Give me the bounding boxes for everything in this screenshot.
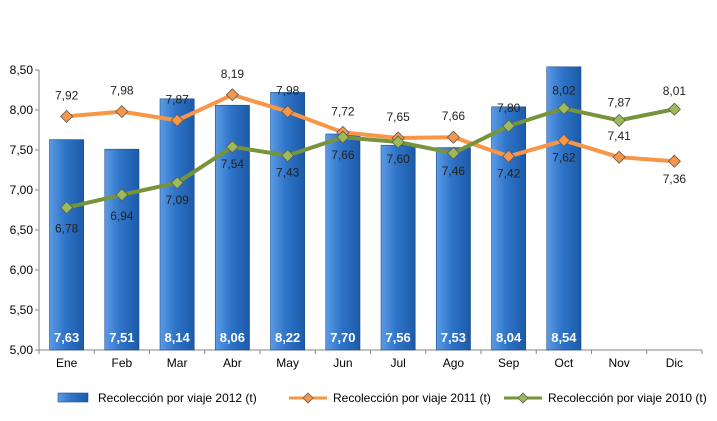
- line-layer: [60, 88, 681, 215]
- data-label: 7,46: [442, 164, 466, 178]
- data-label: 6,78: [55, 222, 79, 236]
- series-marker: [170, 176, 184, 190]
- data-label: 6,94: [110, 209, 134, 223]
- data-label: 7,80: [497, 101, 521, 115]
- bar: [380, 144, 416, 351]
- data-label: 7,92: [55, 88, 79, 102]
- bar-value-label: 8,54: [551, 330, 577, 345]
- series-marker: [281, 105, 295, 119]
- legend-label: Recolección por viaje 2010 (t): [548, 391, 707, 405]
- x-tick-label: Dic: [666, 356, 683, 370]
- series-marker: [557, 133, 571, 147]
- y-tick-label: 6,50: [10, 223, 34, 237]
- legend-swatch-marker: [517, 392, 529, 404]
- x-tick-label: Oct: [555, 356, 574, 370]
- legend-swatch-bar: [57, 392, 89, 403]
- bar-value-label: 7,70: [330, 330, 355, 345]
- x-tick-label: Mar: [167, 356, 188, 370]
- series-marker: [557, 101, 571, 115]
- x-tick-label: Nov: [608, 356, 629, 370]
- series-marker: [667, 102, 681, 116]
- bar-value-label: 8,06: [220, 330, 245, 345]
- bar: [49, 139, 85, 351]
- data-label: 8,01: [663, 84, 687, 98]
- data-label: 7,43: [276, 166, 300, 180]
- bar: [270, 92, 306, 351]
- data-label: 7,98: [110, 84, 134, 98]
- x-tick-label: Ene: [56, 356, 78, 370]
- bar-value-label: 7,53: [441, 330, 466, 345]
- data-label: 7,62: [552, 150, 576, 164]
- x-tick-label: Abr: [223, 356, 242, 370]
- bar-value-label: 7,63: [54, 330, 79, 345]
- y-tick-label: 5,50: [10, 303, 34, 317]
- data-label: 7,42: [497, 166, 521, 180]
- bar: [491, 106, 527, 351]
- x-tick-label: May: [276, 356, 299, 370]
- series-marker: [225, 88, 239, 102]
- data-label: 7,09: [165, 193, 189, 207]
- y-tick-label: 7,50: [10, 143, 34, 157]
- bar-value-label: 7,56: [385, 330, 410, 345]
- series-marker: [667, 154, 681, 168]
- series-marker: [225, 140, 239, 154]
- data-label: 7,72: [331, 104, 355, 118]
- y-tick-label: 5,00: [10, 343, 34, 357]
- x-tick-label: Jun: [333, 356, 352, 370]
- x-tick-label: Ago: [443, 356, 465, 370]
- bar: [104, 148, 140, 351]
- x-tick-label: Feb: [112, 356, 133, 370]
- series-marker: [446, 146, 460, 160]
- series-marker: [446, 130, 460, 144]
- bar-value-label: 8,04: [496, 330, 522, 345]
- label-layer: 7,92 7,98 7,87 8,19 7,98 7,72 7,65 7,66 7,42 7,62…: [55, 67, 686, 236]
- data-label: 7,36: [663, 172, 687, 186]
- data-label: 7,66: [331, 148, 355, 162]
- series-marker: [60, 201, 74, 215]
- bar-layer: 7,63 7,51 8,14 8,06 8,22 7,70 7,56 7,53 8,04 8,54: [49, 66, 582, 351]
- x-tick-label: Jul: [390, 356, 405, 370]
- x-tick-label: Sep: [498, 356, 520, 370]
- series-marker: [336, 130, 350, 144]
- series-marker: [612, 150, 626, 164]
- legend: Recolección por viaje 2012 (t) Recolecció…: [57, 391, 707, 405]
- y-tick-label: 8,50: [10, 63, 34, 77]
- data-label: 7,66: [442, 109, 466, 123]
- legend-swatch-marker: [302, 392, 314, 404]
- y-tick-label: 6,00: [10, 263, 34, 277]
- legend-label: Recolección por viaje 2011 (t): [333, 391, 491, 405]
- series-marker: [115, 105, 129, 119]
- data-label: 7,41: [607, 129, 631, 143]
- data-label: 7,60: [386, 152, 410, 166]
- series-marker: [502, 149, 516, 163]
- series-marker: [281, 149, 295, 163]
- bar: [159, 98, 195, 351]
- bar-value-label: 7,51: [109, 330, 134, 345]
- series-marker: [612, 113, 626, 127]
- data-label: 7,65: [386, 110, 410, 124]
- y-tick-label: 8,00: [10, 103, 34, 117]
- series-marker: [60, 109, 74, 123]
- bar: [325, 133, 361, 351]
- series-line: [64, 106, 677, 210]
- bar-value-label: 8,14: [164, 330, 190, 345]
- series-line: [64, 92, 677, 164]
- data-label: 7,98: [276, 84, 300, 98]
- bar: [435, 147, 471, 351]
- series-marker: [115, 188, 129, 202]
- series-marker: [502, 119, 516, 133]
- series-marker: [391, 135, 405, 149]
- y-tick-label: 7,00: [10, 183, 34, 197]
- legend-label: Recolección por viaje 2012 (t): [98, 391, 257, 405]
- axis-layer: 5,00 5,50 6,00 6,50 7,00 7,50 8,00 8,50 Ene Feb Ma…: [10, 63, 703, 370]
- data-label: 7,87: [165, 92, 189, 106]
- data-label: 8,19: [221, 67, 245, 81]
- bar-value-label: 8,22: [275, 330, 300, 345]
- series-marker: [170, 113, 184, 127]
- data-label: 7,54: [221, 157, 245, 171]
- data-label: 7,87: [607, 95, 631, 109]
- data-label: 8,02: [552, 83, 576, 97]
